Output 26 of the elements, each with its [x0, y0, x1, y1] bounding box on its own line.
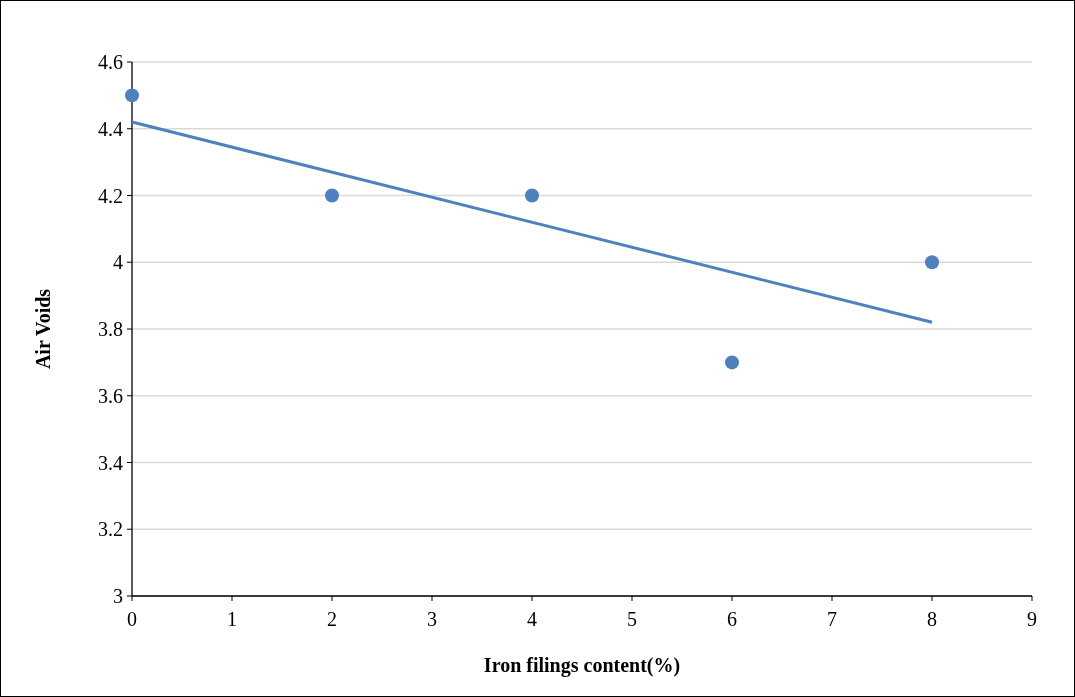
x-tick-label: 4: [527, 608, 537, 630]
y-tick-label: 3.6: [98, 384, 123, 407]
point: [725, 355, 739, 370]
x-axis-title: Iron filings content(%): [483, 654, 681, 677]
y-tick-label: 3.4: [98, 451, 123, 474]
x-tick-label: 0: [127, 608, 137, 630]
point: [525, 188, 539, 203]
point: [125, 88, 139, 103]
y-tick-label: 4.6: [98, 51, 123, 73]
x-tick-label: 6: [727, 608, 737, 630]
x-tick-label: 1: [227, 608, 237, 630]
x-tick-label: 5: [627, 608, 637, 630]
x-tick-label: 7: [827, 608, 837, 630]
x-tick-label: 3: [427, 608, 437, 630]
y-axis-title: Air Voids: [32, 288, 54, 370]
x-tick-label: 9: [1027, 608, 1037, 630]
y-tick-label: 4.2: [98, 184, 123, 207]
x-tick-label: 2: [327, 608, 337, 630]
y-tick-label: 3: [113, 585, 123, 607]
y-tick-label: 3.8: [98, 318, 123, 340]
x-tick-label: 8: [927, 608, 937, 630]
y-tick-label: 3.2: [98, 518, 123, 541]
point: [925, 255, 939, 270]
y-tick-label: 4: [113, 251, 123, 274]
point: [325, 188, 339, 203]
y-tick-label: 4.4: [98, 117, 123, 140]
